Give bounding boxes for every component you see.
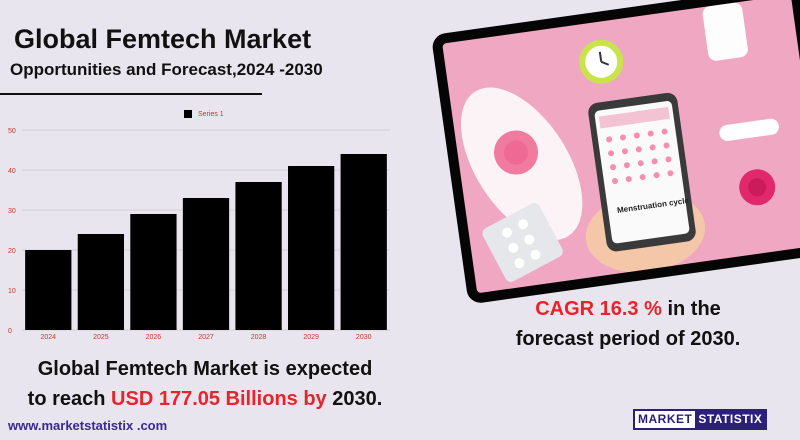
title-divider	[0, 93, 262, 95]
flower-right-icon	[739, 169, 776, 206]
bar	[235, 182, 282, 330]
x-tick-label: 2027	[198, 334, 214, 341]
forecast-line-2: to reach USD 177.05 Billions by 2030.	[0, 384, 410, 414]
y-tick-label: 40	[8, 168, 16, 175]
page-subtitle: Opportunities and Forecast,2024 -2030	[10, 60, 323, 79]
cagr-value: CAGR 16.3 %	[535, 298, 662, 320]
x-tick-label: 2029	[303, 334, 319, 341]
market-forecast-text: Global Femtech Market is expected to rea…	[0, 354, 410, 414]
forecast-suffix: 2030.	[332, 388, 383, 410]
femtech-photo: Menstruation cycle	[430, 0, 800, 305]
y-tick-label: 10	[8, 288, 16, 295]
forecast-line-1: Global Femtech Market is expected	[37, 358, 373, 380]
bar	[288, 166, 335, 330]
bar-chart: 0 10 20 30 40 50 2024 2025 2026 2027 2028 2029 2030 …	[0, 100, 400, 345]
y-tick-label: 50	[8, 128, 16, 135]
legend-swatch	[184, 110, 192, 118]
cagr-rest: in the	[667, 298, 721, 320]
bar	[25, 250, 72, 330]
tampon-shape	[719, 118, 779, 141]
bar	[77, 234, 124, 330]
forecast-value: USD 177.05 Billions by	[111, 388, 327, 410]
x-tick-label: 2026	[146, 334, 162, 341]
forecast-prefix: to reach	[27, 388, 106, 410]
x-tick-label: 2028	[251, 334, 267, 341]
website-link[interactable]: www.marketstatistix .com	[8, 418, 168, 433]
pill-pack-icon	[482, 203, 563, 282]
femtech-photo-inner: Menstruation cycle	[430, 0, 800, 305]
y-tick-label: 0	[8, 328, 12, 335]
page-title: Global Femtech Market	[14, 24, 312, 54]
bar	[340, 154, 387, 330]
logo-part-1: MARKET	[638, 412, 693, 426]
bar	[130, 214, 177, 330]
y-tick-label: 30	[8, 208, 16, 215]
legend-label: Series 1	[198, 110, 224, 118]
cagr-text: CAGR 16.3 % in the forecast period of 20…	[478, 294, 778, 354]
y-tick-label: 20	[8, 248, 16, 255]
phone-icon: Menstruation cycle	[588, 92, 696, 252]
logo-part-2: STATISTIX	[695, 411, 766, 428]
cagr-line-2: forecast period of 2030.	[515, 328, 741, 350]
photo-illustration: Menstruation cycle	[460, 2, 779, 282]
x-tick-label: 2025	[93, 334, 109, 341]
x-tick-label: 2030	[356, 334, 372, 341]
bottle-shape	[702, 2, 748, 61]
flower-left-icon	[494, 130, 539, 175]
cagr-line-1: CAGR 16.3 % in the	[478, 294, 778, 324]
brand-logo: MARKET STATISTIX	[633, 409, 768, 430]
x-tick-label: 2024	[40, 334, 56, 341]
alarm-clock-icon	[579, 39, 624, 84]
chart-legend: Series 1	[184, 110, 224, 118]
bar	[182, 198, 230, 330]
